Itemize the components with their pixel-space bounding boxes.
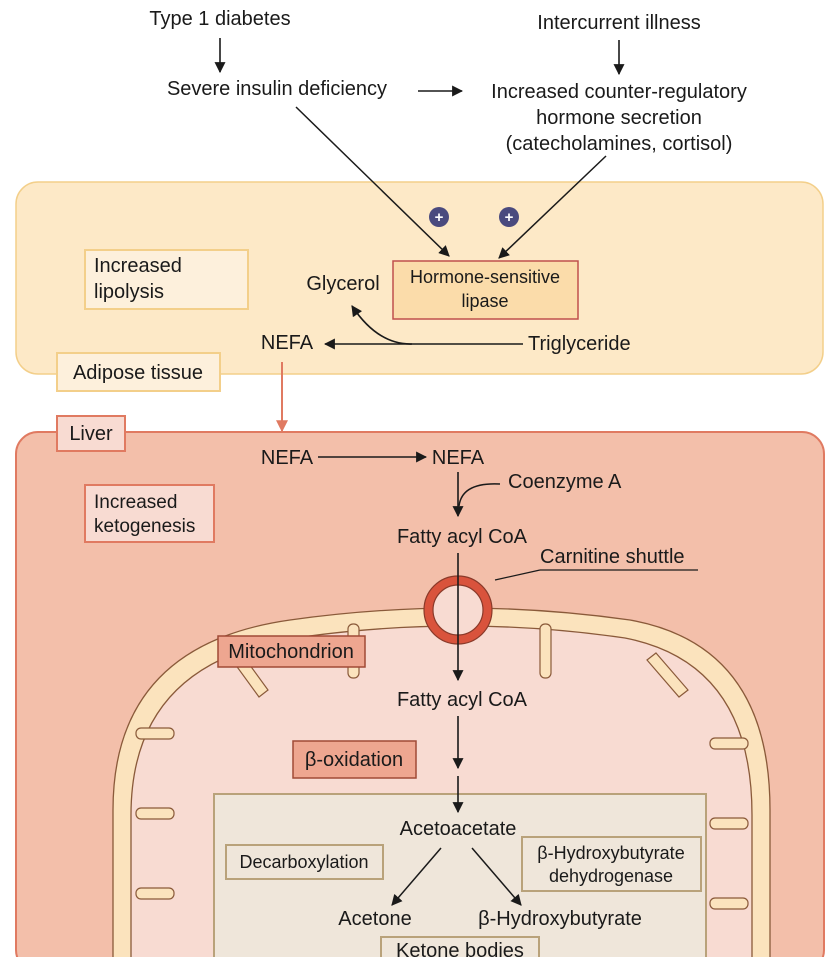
- nefa-liver-out-label: NEFA: [432, 447, 485, 469]
- fatty-acyl-coa-mitochondrion-label: Fatty acyl CoA: [397, 689, 528, 711]
- arrow-hormones-to-lipase: [498, 155, 607, 259]
- increased-lipolysis-line2: lipolysis: [94, 281, 164, 303]
- hormone-sensitive-lipase-line1: Hormone-sensitive: [410, 267, 560, 287]
- arrow-insulin-to-lipase: [295, 106, 450, 257]
- increased-ketogenesis-line1: Increased: [94, 492, 177, 513]
- liver-label: Liver: [69, 423, 113, 445]
- glycerol-label: Glycerol: [306, 273, 379, 295]
- adipose-tissue-label: Adipose tissue: [73, 362, 203, 384]
- hormone-sensitive-lipase-line2: lipase: [461, 291, 508, 311]
- bhb-dehydrogenase-line2: dehydrogenase: [549, 866, 673, 886]
- arrow-acetoacetate-to-acetone: [391, 847, 442, 906]
- svg-text:+: +: [505, 209, 514, 226]
- acetone-label: Acetone: [338, 908, 411, 930]
- counter-regulatory-line1: Increased counter-regulatory: [491, 81, 747, 103]
- coenzyme-a-join-line: [458, 483, 501, 507]
- increased-ketogenesis-line2: ketogenesis: [94, 516, 195, 537]
- svg-text:+: +: [435, 209, 444, 226]
- bhb-dehydrogenase-box: [521, 836, 702, 892]
- carnitine-shuttle-label: Carnitine shuttle: [540, 546, 685, 568]
- hormone-sensitive-lipase-box: [392, 260, 579, 320]
- nefa-adipose-label: NEFA: [261, 332, 314, 354]
- stimulation-plus-icon: +: [499, 207, 519, 227]
- counter-regulatory-line2: hormone secretion: [536, 107, 702, 129]
- arrow-triglyceride-to-glycerol: [351, 305, 413, 345]
- coenzyme-a-label: Coenzyme A: [508, 471, 622, 493]
- severe-insulin-deficiency-label: Severe insulin deficiency: [167, 78, 387, 100]
- arrow-acetoacetate-to-bhb: [471, 847, 522, 906]
- mitochondrion-label: Mitochondrion: [228, 641, 354, 663]
- ketone-bodies-label-box: [380, 936, 540, 957]
- beta-oxidation-box: [292, 740, 417, 779]
- adipose-tissue-label-box: [56, 352, 221, 392]
- type1-diabetes-label: Type 1 diabetes: [149, 8, 290, 30]
- triglyceride-label: Triglyceride: [528, 333, 631, 355]
- intercurrent-illness-label: Intercurrent illness: [537, 12, 700, 34]
- bhb-dehydrogenase-line1: β-Hydroxybutyrate: [537, 843, 684, 863]
- carnitine-shuttle-leader: [494, 569, 541, 581]
- beta-hydroxybutyrate-label: β-Hydroxybutyrate: [478, 908, 642, 930]
- liver-label-box: [56, 415, 126, 452]
- increased-ketogenesis-box: [84, 484, 215, 543]
- increased-lipolysis-box: [84, 249, 249, 310]
- ketone-bodies-label: Ketone bodies: [396, 940, 524, 957]
- decarboxylation-label: Decarboxylation: [239, 852, 368, 872]
- decarboxylation-box: [225, 844, 384, 880]
- nefa-liver-in-label: NEFA: [261, 447, 314, 469]
- fatty-acyl-coa-cytosol-label: Fatty acyl CoA: [397, 526, 528, 548]
- mitochondrion-label-box: [217, 635, 366, 668]
- stimulation-plus-icon: +: [429, 207, 449, 227]
- counter-regulatory-line3: (catecholamines, cortisol): [506, 133, 733, 155]
- acetoacetate-label: Acetoacetate: [400, 818, 517, 840]
- beta-oxidation-label: β-oxidation: [305, 749, 403, 771]
- increased-lipolysis-line1: Increased: [94, 255, 182, 277]
